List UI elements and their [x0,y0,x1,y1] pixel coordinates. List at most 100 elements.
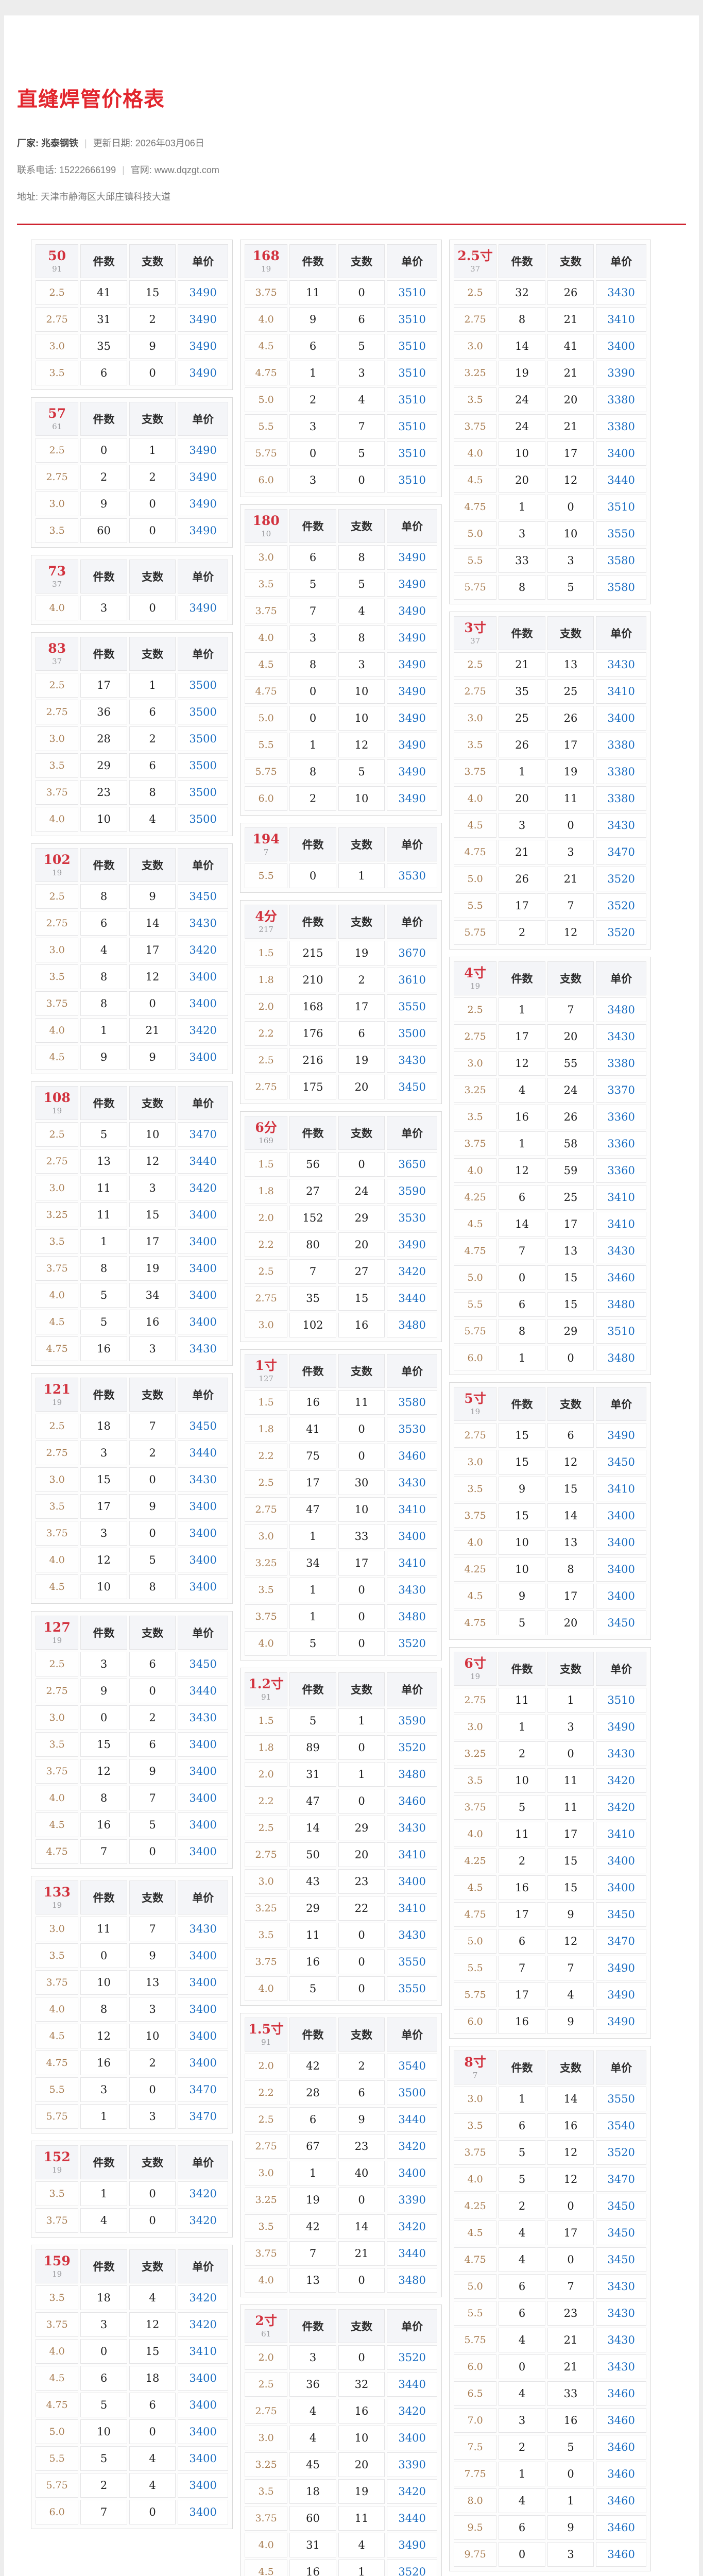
meta-separator: | [84,138,87,148]
count-cell: 17 [547,1584,594,1608]
thickness-cell: 4.5 [454,1875,497,1900]
price-row: 5.75 2 12 3520 [454,920,646,945]
count-header: 支数 [129,1378,176,1412]
count-header: 支数 [129,1616,176,1650]
price-cell: 3430 [596,2274,646,2299]
table-header-row: 6分 169 件数 支数 单价 [245,1116,437,1150]
price-header: 单价 [387,1672,437,1706]
price-row: 4.0 10 4 3500 [36,807,228,832]
pieces-cell: 12 [499,1158,545,1183]
price-row: 4.5 10 8 3400 [36,1574,228,1599]
pieces-cell: 0 [80,1943,127,1968]
pieces-cell: 3 [289,2345,336,2370]
pieces-cell: 3 [80,1440,127,1465]
thickness-cell: 2.5 [36,884,79,909]
price-cell: 3520 [596,893,646,918]
price-row: 2.5 17 30 3430 [245,1470,437,1495]
thickness-cell: 4.75 [36,1336,79,1361]
pieces-header: 件数 [289,509,336,543]
price-row: 3.0 1 14 3550 [454,2087,646,2111]
price-cell: 3400 [178,2500,228,2524]
count-cell: 5 [338,759,385,784]
price-row: 4.5 6 18 3400 [36,2366,228,2391]
price-cell: 3520 [387,1735,437,1760]
price-row: 4.75 7 0 3400 [36,1839,228,1864]
count-cell: 23 [547,2301,594,2326]
pieces-cell: 4 [499,2247,545,2272]
count-cell: 4 [129,2473,176,2498]
pieces-cell: 35 [499,679,545,704]
count-cell: 19 [338,941,385,965]
thickness-cell: 5.75 [454,1982,497,2007]
count-cell: 21 [547,307,594,332]
price-cell: 3610 [387,968,437,992]
thickness-cell: 2.2 [245,1021,288,1046]
price-table-8寸: 8寸 7 件数 支数 单价 3.0 1 14 3550 3.5 6 16 3540 3.75 5 12 3520… [449,2046,651,2571]
price-cell: 3460 [387,1789,437,1814]
size-header-cell: 1.2寸 91 [245,1672,288,1706]
price-cell: 3430 [596,813,646,838]
size-header-cell: 180 10 [245,509,288,543]
thickness-cell: 3.75 [245,2241,288,2266]
pieces-cell: 1 [499,1131,545,1156]
price-cell: 3550 [387,994,437,1019]
price-cell: 3430 [387,1578,437,1602]
price-cell: 3480 [387,1762,437,1787]
price-row: 1.5 56 0 3650 [245,1152,437,1177]
price-row: 4.5 3 0 3430 [454,813,646,838]
pieces-cell: 9 [80,492,127,516]
price-row: 1.5 215 19 3670 [245,941,437,965]
thickness-cell: 4.5 [245,2560,288,2576]
price-row: 4.0 5 12 3470 [454,2167,646,2192]
count-cell: 16 [547,2113,594,2138]
price-row: 3.25 2 0 3430 [454,1741,646,1766]
address-text: 地址: 天津市静海区大邱庄镇科技大道 [17,192,171,202]
count-cell: 15 [547,1292,594,1317]
price-table-2.5寸: 2.5寸 37 件数 支数 单价 2.5 32 26 3430 2.75 8 21 3410 3.0 14 4… [449,240,651,604]
thickness-cell: 4.25 [454,1557,497,1582]
count-cell: 4 [129,2446,176,2471]
count-header: 支数 [338,2309,385,2343]
price-row: 1.8 41 0 3530 [245,1417,437,1442]
pieces-cell: 2 [499,1741,545,1766]
price-row: 4.5 12 10 3400 [36,2024,228,2048]
pieces-header: 件数 [289,1116,336,1150]
price-row: 6.5 4 33 3460 [454,2381,646,2406]
price-cell: 3430 [178,1336,228,1361]
thickness-cell: 3.0 [454,334,497,359]
count-header: 支数 [547,1652,594,1686]
thickness-cell: 4.5 [245,334,288,359]
price-row: 6.0 3 0 3510 [245,468,437,493]
price-cell: 3410 [596,307,646,332]
size-header-cell: 73 37 [36,560,79,594]
pieces-cell: 6 [499,2515,545,2540]
price-table-6寸: 6寸 19 件数 支数 单价 2.75 11 1 3510 3.0 1 3 3490 3.25 2 0 3430… [449,1647,651,2039]
thickness-cell: 4.75 [454,840,497,865]
thickness-cell: 2.0 [245,1762,288,1787]
site-text: 官网: www.dqzgt.com [130,165,219,175]
price-row: 4.0 1 21 3420 [36,1018,228,1043]
size-subvalue: 10 [261,529,271,539]
size-subvalue: 19 [470,981,481,991]
price-row: 2.75 175 20 3450 [245,1075,437,1099]
price-cell: 3400 [178,1786,228,1810]
price-cell: 3460 [596,2408,646,2433]
thickness-cell: 2.0 [245,2345,288,2370]
pieces-cell: 4 [499,2328,545,2352]
size-subvalue: 91 [261,1692,271,1702]
size-subvalue: 19 [52,868,62,878]
count-cell: 10 [338,2426,385,2450]
price-cell: 3490 [387,786,437,811]
price-table-grid: 8寸 7 件数 支数 单价 3.0 1 14 3550 3.5 6 16 3540 3.75 5 12 3520… [452,2048,648,2569]
tables-area: 50 91 件数 支数 单价 2.5 41 15 3490 2.75 31 2 3490 3.0 35 9 34… [31,240,699,2576]
thickness-cell: 2.75 [245,1842,288,1867]
thickness-cell: 2.75 [36,1440,79,1465]
pieces-cell: 23 [80,780,127,805]
thickness-cell: 2.75 [454,307,497,332]
price-cell: 3450 [596,1450,646,1475]
thickness-cell: 3.75 [454,759,497,784]
price-row: 5.5 7 7 3490 [454,1956,646,1980]
size-value: 159 [43,2253,71,2268]
pieces-header: 件数 [289,244,336,278]
price-cell: 3400 [387,2161,437,2185]
